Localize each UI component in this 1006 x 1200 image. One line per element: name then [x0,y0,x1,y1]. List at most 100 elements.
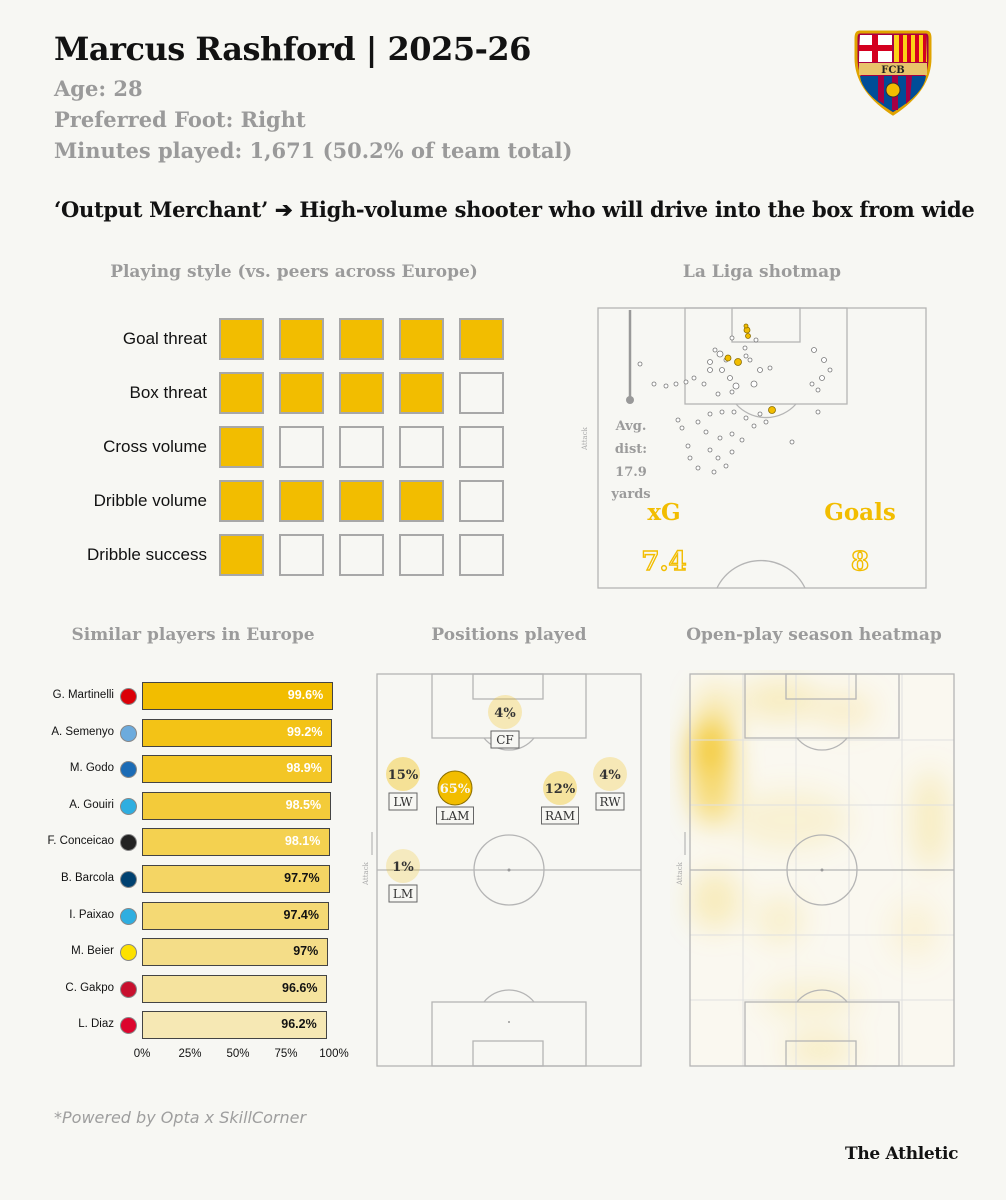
style-rating-square [279,534,324,576]
style-rating-square [279,372,324,414]
data-source-note: *Powered by Opta x SkillCorner [54,1108,307,1127]
shot-dot [679,425,685,431]
shotmap-d-arc [735,403,797,419]
similarity-bar [142,865,330,893]
shot-dot [827,367,833,373]
similarity-value-label: 99.2% [287,724,323,739]
shot-dot [811,347,817,353]
heatmap-title: Open-play season heatmap [686,625,942,645]
heatmap-chart: Attack [676,673,955,1067]
avg-dist-line-2: dist: [615,442,647,457]
goal-shot-dot [743,323,749,329]
similarity-bar [142,718,333,747]
shot-dot [809,381,815,387]
style-label: Dribble success [87,545,207,564]
x-tick-label: 75% [274,1048,298,1060]
dortmund-crest-icon [120,944,137,962]
shotmap-attack-label: Attack [581,426,589,451]
shot-dot [691,375,697,381]
shot-dot [701,381,707,387]
shot-dot [673,381,679,387]
shot-dot [742,345,748,351]
x-tick-label: 100% [319,1048,349,1060]
shot-dot [729,431,735,437]
shotmap-centre-circle [716,559,806,589]
similarity-value-label: 97.4% [283,907,319,922]
style-rating-square [399,318,444,360]
avg-dist-line-4: yards [610,487,650,502]
style-rating-square [219,534,264,576]
goals-label: Goals [824,499,896,526]
similarity-value-label: 96.2% [281,1017,317,1032]
similar-player-name: F. Conceicao [47,835,114,848]
shot-dot [743,353,749,359]
shot-dot [727,375,733,381]
shot-dot [707,367,713,373]
position-share-circle [386,849,420,883]
position-tag-label: LM [393,887,413,901]
shot-dot [732,382,740,390]
shot-dot [683,379,689,385]
shot-dot [675,417,681,423]
style-rating-square [459,372,504,414]
shot-dot [637,361,643,367]
style-rating-square [219,426,264,468]
style-label: Dribble volume [93,491,207,510]
shot-dots [637,323,833,475]
shot-dot [815,387,821,393]
position-tag-box [388,884,418,903]
shotmap-penalty-box [684,307,848,405]
similarity-bar [142,755,332,784]
shot-dot [685,443,691,449]
x-tick-label: 0% [133,1048,151,1060]
shot-dot [729,449,735,455]
similarity-value-label: 98.9% [286,761,322,776]
shot-dot [767,365,773,371]
similar-player-name: A. Semenyo [51,725,114,738]
similarity-bar [142,901,329,930]
positions-played-title: Positions played [431,625,587,645]
style-rating-square [339,372,384,414]
position-share-label: 65% [440,782,471,797]
similarity-value-label: 98.5% [285,797,322,812]
shot-dot [729,389,735,395]
position-tag-box [388,792,418,811]
similar-player-name: M. Beier [71,945,114,958]
shot-dot [715,455,721,461]
similarity-bar [142,974,328,1003]
position-share-label: 1% [392,860,414,875]
player-archetype-subtitle: ‘Output Merchant’ ➔ High-volume shooter … [54,197,975,222]
position-tag-box [595,792,625,811]
shot-dot [711,469,717,475]
shot-dot [739,437,745,443]
position-share-label: 12% [545,782,576,797]
position-tag-box [436,806,474,825]
shot-dot [695,419,701,425]
similar-player-name: B. Barcola [60,872,114,884]
shot-dot [815,409,821,415]
shot-dot [821,357,827,363]
shot-dot [651,381,657,387]
crest-text: FCB [881,65,905,76]
shot-dot [707,447,713,453]
goal-shot-dot [734,358,742,366]
style-rating-square [339,480,384,522]
style-rating-square [219,480,264,522]
similarity-value-label: 96.6% [282,980,318,995]
position-share-circle [593,757,627,791]
playing-style-title: Playing style (vs. peers across Europe) [110,262,478,282]
x-tick-label: 25% [178,1048,202,1060]
shot-dot [707,359,713,365]
style-rating-square [459,480,504,522]
man-city-crest-icon [120,724,137,742]
position-share-circle [543,771,577,805]
style-rating-square [219,372,264,414]
shot-dot [695,465,701,471]
shot-dot [729,335,735,341]
style-rating-square [279,480,324,522]
style-rating-square [339,534,384,576]
minutes-played: Minutes played: 1,671 (50.2% of team tot… [54,138,573,163]
marseille-crest-icon [120,907,137,925]
similar-player-name: I. Paixao [69,908,114,921]
xg-value: 7.4 [641,547,686,577]
